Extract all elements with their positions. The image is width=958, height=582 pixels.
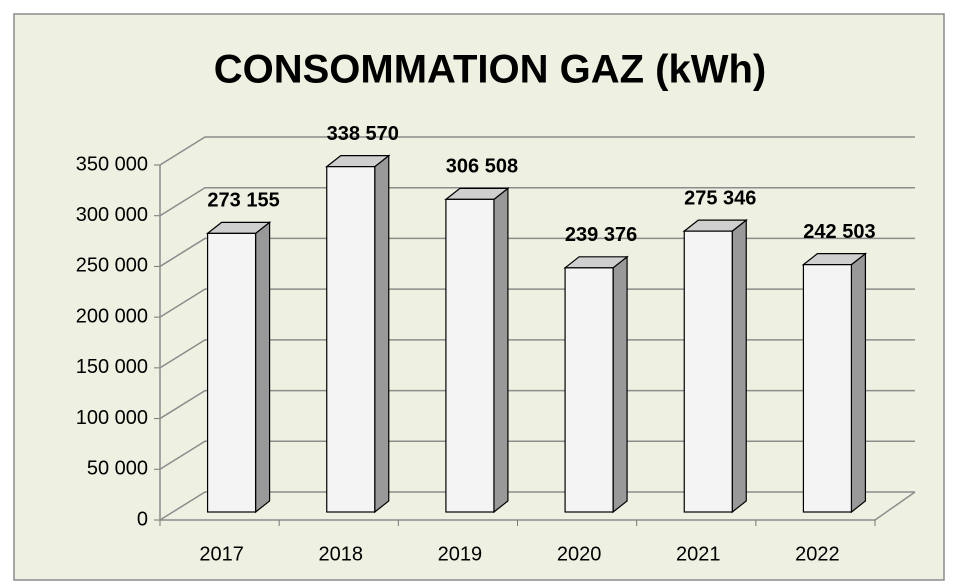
grid-line <box>159 339 915 369</box>
value-label: 338 570 <box>327 123 399 145</box>
bar-side <box>731 218 747 514</box>
grid-line <box>159 136 915 166</box>
chart-title: CONSOMMATION GAZ (kWh) <box>214 48 767 92</box>
grid-line <box>159 288 915 318</box>
value-label: 275 346 <box>684 187 756 209</box>
y-tick-label: 0 <box>137 508 148 530</box>
y-tick-label: 50 000 <box>87 458 148 480</box>
bar <box>445 198 495 513</box>
x-tick-label: 2020 <box>557 543 602 565</box>
bar-side <box>612 255 628 514</box>
x-tick-label: 2019 <box>438 543 483 565</box>
value-label: 273 155 <box>207 190 279 212</box>
x-tick-label: 2017 <box>199 543 244 565</box>
bar-side <box>254 221 271 514</box>
bar <box>802 264 853 513</box>
y-tick-label: 300 000 <box>76 204 148 226</box>
bar-side <box>493 187 509 514</box>
value-label: 239 376 <box>565 224 637 246</box>
y-tick-label: 350 000 <box>76 153 148 175</box>
bar <box>683 230 733 513</box>
y-tick-label: 100 000 <box>76 407 148 429</box>
y-tick-label: 200 000 <box>76 305 148 327</box>
value-label: 306 508 <box>446 156 518 178</box>
bar <box>564 267 614 513</box>
grid-line <box>159 186 915 217</box>
bar <box>326 166 376 513</box>
value-label: 242 503 <box>803 221 875 243</box>
y-tick-label: 150 000 <box>76 356 148 378</box>
grid-line <box>159 440 915 470</box>
x-tick-label: 2022 <box>795 543 840 565</box>
bar-side <box>850 252 867 514</box>
y-tick-label: 250 000 <box>76 255 148 277</box>
floor-edge <box>874 491 916 521</box>
bar <box>206 232 257 513</box>
bar-side <box>374 154 390 514</box>
x-tick-label: 2021 <box>676 543 721 565</box>
grid-line <box>159 389 915 420</box>
grid-line <box>159 237 915 268</box>
x-tick-label: 2018 <box>319 543 364 565</box>
grid-line <box>159 491 915 521</box>
